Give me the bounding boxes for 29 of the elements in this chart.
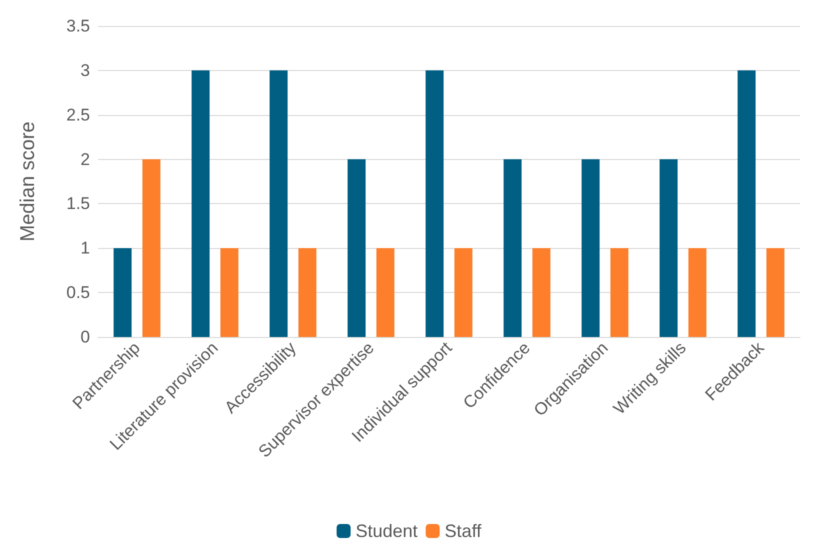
- y-tick-label: 3.5: [66, 16, 90, 36]
- legend-label: Staff: [444, 521, 482, 541]
- y-tick-label: 0.5: [66, 283, 90, 302]
- bar: [426, 70, 444, 337]
- bar: [454, 248, 472, 337]
- y-tick-label: 2: [80, 150, 90, 169]
- bar: [220, 248, 238, 337]
- bar: [738, 70, 756, 337]
- bar: [142, 159, 160, 337]
- bar: [766, 248, 784, 337]
- y-tick-label: 1.5: [66, 194, 90, 214]
- y-tick-label: 1: [80, 238, 90, 258]
- y-tick-label: 3: [80, 60, 90, 80]
- bar: [610, 248, 628, 337]
- bar: [504, 159, 522, 337]
- bar: [582, 159, 600, 337]
- bar: [270, 70, 288, 337]
- y-tick-label: 0: [80, 328, 90, 346]
- bar: [192, 70, 210, 337]
- bar: [114, 248, 132, 337]
- bar: [660, 159, 678, 337]
- bar: [348, 159, 366, 337]
- bar: [376, 248, 394, 337]
- bar: [532, 248, 550, 337]
- bar: [688, 248, 706, 337]
- y-tick-label: 2.5: [66, 105, 90, 124]
- bar: [298, 248, 316, 337]
- legend-label: Student: [356, 521, 418, 541]
- y-axis-title: Median score: [17, 121, 39, 242]
